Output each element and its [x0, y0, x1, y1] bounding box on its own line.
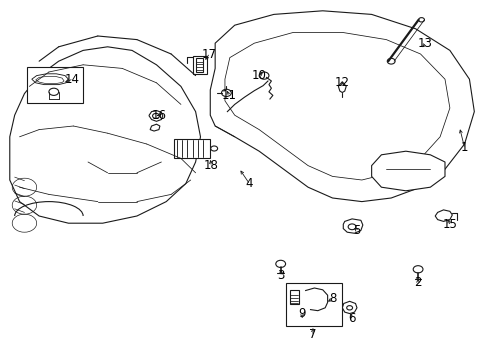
Polygon shape [342, 301, 356, 314]
Polygon shape [10, 47, 200, 223]
Text: 15: 15 [442, 219, 456, 231]
Text: 12: 12 [334, 76, 349, 89]
Text: 10: 10 [251, 69, 266, 82]
Text: 6: 6 [347, 312, 355, 325]
Text: 16: 16 [151, 109, 166, 122]
Text: 8: 8 [328, 292, 336, 305]
Polygon shape [149, 111, 163, 121]
Polygon shape [150, 124, 160, 131]
Text: 2: 2 [413, 276, 421, 289]
Ellipse shape [346, 306, 352, 310]
Ellipse shape [347, 224, 355, 230]
Text: 18: 18 [203, 159, 218, 172]
Polygon shape [210, 11, 473, 202]
Text: 7: 7 [308, 328, 316, 341]
Ellipse shape [152, 113, 159, 118]
Text: 14: 14 [65, 73, 80, 86]
Ellipse shape [386, 58, 394, 64]
Bar [27, 67, 83, 103]
Text: 11: 11 [221, 89, 236, 102]
Bar [193, 56, 206, 74]
Ellipse shape [275, 260, 285, 267]
Polygon shape [371, 151, 444, 191]
Ellipse shape [412, 266, 422, 273]
Text: 1: 1 [460, 141, 468, 154]
Ellipse shape [221, 89, 231, 96]
Polygon shape [343, 219, 362, 233]
Text: 9: 9 [298, 307, 305, 320]
Ellipse shape [418, 18, 424, 22]
Text: 13: 13 [417, 37, 432, 50]
Ellipse shape [49, 88, 59, 95]
Ellipse shape [210, 146, 217, 151]
Bar [289, 290, 298, 304]
Text: 5: 5 [352, 224, 360, 237]
Bar [195, 58, 203, 72]
Bar [173, 139, 210, 158]
Text: 3: 3 [277, 269, 285, 282]
Polygon shape [338, 82, 346, 93]
Text: 17: 17 [202, 48, 216, 60]
Ellipse shape [259, 72, 268, 79]
Polygon shape [434, 210, 451, 221]
Text: 4: 4 [245, 177, 253, 190]
Bar [285, 283, 342, 326]
Polygon shape [32, 74, 68, 85]
